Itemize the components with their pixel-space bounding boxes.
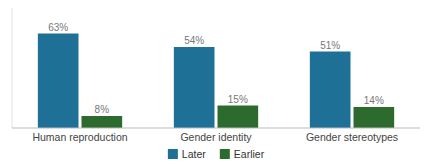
data-label: 15% [228, 94, 248, 105]
data-label: 51% [320, 40, 340, 51]
bar [218, 106, 259, 129]
x-tick-label: Gender stereotypes [306, 131, 398, 143]
y-axis-line [12, 8, 13, 128]
bar [174, 47, 215, 128]
x-tick-label: Human reproduction [32, 131, 127, 143]
legend-swatch [220, 149, 230, 159]
x-tick-label: Gender identity [180, 131, 252, 143]
data-label: 14% [364, 95, 384, 106]
data-label: 8% [95, 104, 110, 115]
legend-label: Later [182, 148, 206, 160]
legend: Later Earlier [168, 148, 265, 160]
bar [82, 116, 123, 128]
bars [38, 34, 394, 129]
bar [310, 52, 351, 129]
x-axis-line [12, 128, 420, 129]
data-label: 63% [48, 22, 68, 33]
chart: 63% 54% 51% 8% 15% 14% Human reproduction Gende… [0, 0, 432, 168]
bar [38, 34, 79, 129]
bar [354, 107, 395, 128]
legend-label: Earlier [234, 148, 265, 160]
legend-item: Earlier [220, 148, 265, 160]
legend-item: Later [168, 148, 206, 160]
data-label: 54% [184, 35, 204, 46]
legend-swatch [168, 149, 178, 159]
